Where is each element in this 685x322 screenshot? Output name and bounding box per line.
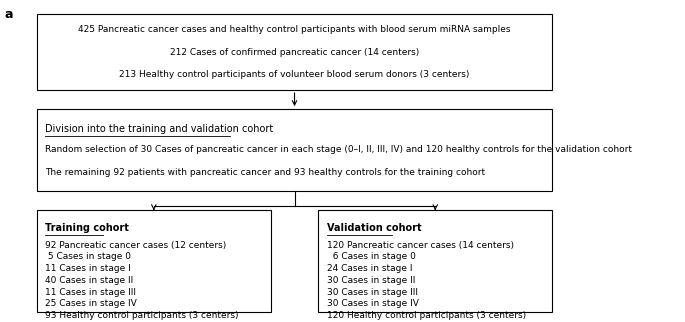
Text: 11 Cases in stage III: 11 Cases in stage III — [45, 288, 136, 297]
Text: 212 Cases of confirmed pancreatic cancer (14 centers): 212 Cases of confirmed pancreatic cancer… — [170, 48, 419, 57]
Text: Division into the training and validation cohort: Division into the training and validatio… — [45, 124, 273, 134]
Text: Validation cohort: Validation cohort — [327, 223, 421, 233]
FancyBboxPatch shape — [318, 210, 553, 312]
FancyBboxPatch shape — [36, 109, 553, 191]
Text: 93 Healthy control participants (3 centers): 93 Healthy control participants (3 cente… — [45, 311, 239, 320]
Text: 5 Cases in stage 0: 5 Cases in stage 0 — [45, 252, 132, 261]
Text: 11 Cases in stage I: 11 Cases in stage I — [45, 264, 131, 273]
Text: Training cohort: Training cohort — [45, 223, 129, 233]
Text: Random selection of 30 Cases of pancreatic cancer in each stage (0–I, II, III, I: Random selection of 30 Cases of pancreat… — [45, 145, 632, 154]
FancyBboxPatch shape — [36, 14, 553, 90]
Text: 425 Pancreatic cancer cases and healthy control participants with blood serum mi: 425 Pancreatic cancer cases and healthy … — [78, 25, 511, 34]
Text: 30 Cases in stage II: 30 Cases in stage II — [327, 276, 415, 285]
Text: 6 Cases in stage 0: 6 Cases in stage 0 — [327, 252, 416, 261]
Text: a: a — [4, 8, 13, 21]
Text: 24 Cases in stage I: 24 Cases in stage I — [327, 264, 412, 273]
Text: 92 Pancreatic cancer cases (12 centers): 92 Pancreatic cancer cases (12 centers) — [45, 241, 227, 250]
Text: 120 Healthy control participants (3 centers): 120 Healthy control participants (3 cent… — [327, 311, 526, 320]
Text: 30 Cases in stage III: 30 Cases in stage III — [327, 288, 418, 297]
FancyBboxPatch shape — [36, 210, 271, 312]
Text: 40 Cases in stage II: 40 Cases in stage II — [45, 276, 134, 285]
Text: 120 Pancreatic cancer cases (14 centers): 120 Pancreatic cancer cases (14 centers) — [327, 241, 514, 250]
Text: 30 Cases in stage IV: 30 Cases in stage IV — [327, 299, 419, 308]
Text: The remaining 92 patients with pancreatic cancer and 93 healthy controls for the: The remaining 92 patients with pancreati… — [45, 167, 486, 176]
Text: 25 Cases in stage IV: 25 Cases in stage IV — [45, 299, 137, 308]
Text: 213 Healthy control participants of volunteer blood serum donors (3 centers): 213 Healthy control participants of volu… — [119, 70, 470, 79]
